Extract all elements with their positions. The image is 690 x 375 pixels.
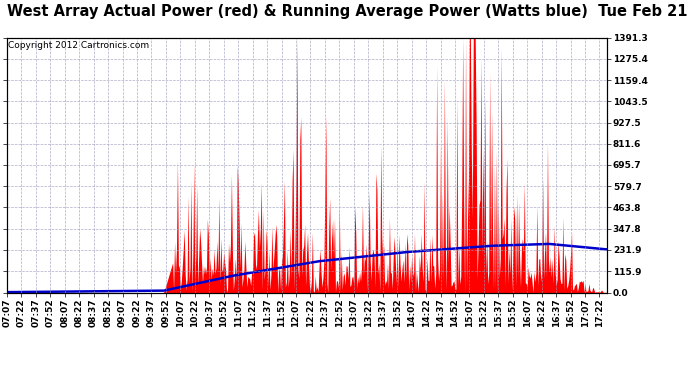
Text: West Array Actual Power (red) & Running Average Power (Watts blue)  Tue Feb 21 1: West Array Actual Power (red) & Running … [7,4,690,19]
Text: Copyright 2012 Cartronics.com: Copyright 2012 Cartronics.com [8,41,149,50]
